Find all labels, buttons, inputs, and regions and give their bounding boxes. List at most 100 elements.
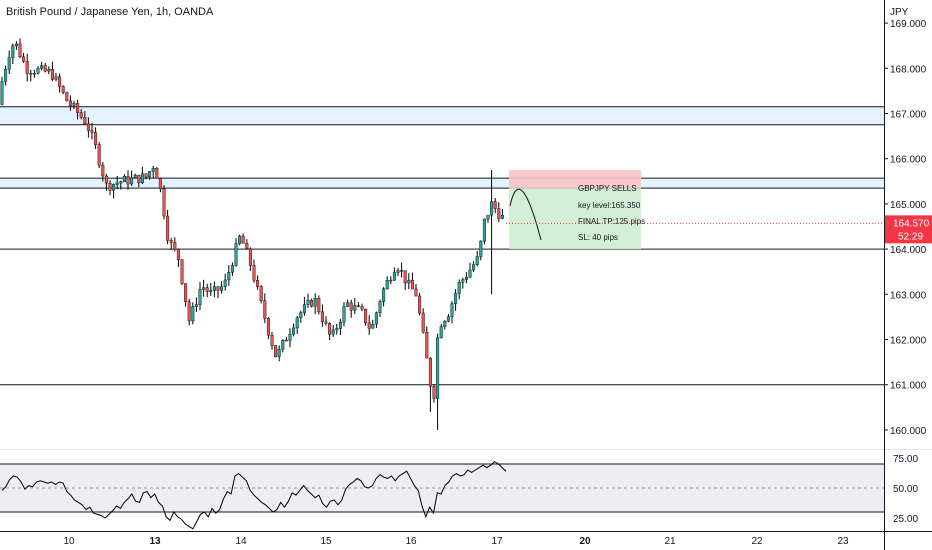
candle-76 xyxy=(274,345,278,358)
current-price-value: 164.570 xyxy=(893,218,930,229)
candle-body xyxy=(108,182,112,191)
candle-body xyxy=(65,92,69,102)
candle-body xyxy=(392,272,396,281)
candle-body xyxy=(461,279,465,283)
candle-16 xyxy=(58,73,62,93)
candle-63 xyxy=(227,265,231,286)
time-tick-0: 10 xyxy=(63,536,75,547)
candle-body xyxy=(68,100,72,106)
candle-body xyxy=(493,201,497,209)
candle-body xyxy=(407,279,411,284)
time-tick-7: 21 xyxy=(664,536,676,547)
candle-64 xyxy=(230,262,234,277)
candle-32 xyxy=(115,175,119,190)
candle-97 xyxy=(349,299,353,318)
candle-106 xyxy=(382,287,386,307)
candle-48 xyxy=(173,237,177,252)
candle-115 xyxy=(414,283,418,297)
candle-37 xyxy=(133,173,137,178)
price-tick-9: 160.000 xyxy=(890,426,927,437)
candle-body xyxy=(436,337,440,399)
candle-52 xyxy=(187,298,191,326)
candle-body xyxy=(166,215,170,241)
candle-15 xyxy=(54,72,58,82)
candle-18 xyxy=(65,91,69,102)
candle-body xyxy=(256,280,260,287)
rsi-tick-0: 75.00 xyxy=(893,454,918,465)
candle-72 xyxy=(259,285,263,304)
candle-35 xyxy=(126,170,130,190)
candle-137 xyxy=(493,197,497,214)
candle-body xyxy=(0,81,4,105)
candle-body xyxy=(216,286,220,291)
candle-body xyxy=(43,65,47,72)
candle-body xyxy=(439,326,443,339)
candle-68 xyxy=(245,239,249,250)
candle-77 xyxy=(277,345,281,362)
candle-114 xyxy=(410,272,414,290)
candle-body xyxy=(443,321,447,327)
candle-body xyxy=(7,57,11,70)
candle-body xyxy=(241,235,245,244)
candle-3 xyxy=(11,43,15,65)
candle-body xyxy=(18,43,22,58)
candle-87 xyxy=(313,293,317,315)
candle-19 xyxy=(68,95,72,111)
candle-body xyxy=(4,69,8,82)
candle-81 xyxy=(292,323,296,337)
candle-body xyxy=(428,357,432,387)
candle-body xyxy=(317,298,321,313)
candle-126 xyxy=(454,289,458,311)
candle-135 xyxy=(486,214,490,223)
candle-body xyxy=(202,287,206,290)
candle-body xyxy=(140,173,144,184)
candle-body xyxy=(324,321,328,324)
candle-body xyxy=(11,45,15,58)
candle-120 xyxy=(432,384,436,403)
candle-body xyxy=(421,312,425,333)
candle-22 xyxy=(79,109,83,120)
candle-92 xyxy=(331,324,335,337)
candle-body xyxy=(356,305,360,307)
candle-body xyxy=(220,286,224,291)
time-tick-2: 14 xyxy=(235,536,247,547)
candle-30 xyxy=(108,180,112,196)
price-tick-6: 163.000 xyxy=(890,290,927,301)
candle-62 xyxy=(223,273,227,291)
candle-7 xyxy=(25,53,29,82)
currency-label: JPY xyxy=(890,7,909,18)
candle-11 xyxy=(40,61,44,71)
candle-14 xyxy=(50,61,54,82)
candle-body xyxy=(454,293,458,304)
candle-121 xyxy=(436,333,440,430)
candle-body xyxy=(187,301,191,322)
candle-body xyxy=(158,177,162,190)
candle-body xyxy=(274,345,278,357)
candle-34 xyxy=(122,174,126,183)
candle-body xyxy=(176,248,180,260)
candle-78 xyxy=(281,339,285,353)
candle-body xyxy=(223,279,227,287)
candle-70 xyxy=(252,259,256,283)
candle-86 xyxy=(310,298,314,308)
candle-40 xyxy=(144,173,148,180)
time-tick-6: 20 xyxy=(579,536,591,547)
candle-body xyxy=(184,283,188,302)
candle-body xyxy=(328,323,332,335)
position-note-2: FINAL TP:125 pips xyxy=(578,217,645,226)
candle-59 xyxy=(212,281,216,298)
candle-65 xyxy=(234,238,238,267)
candle-body xyxy=(14,43,18,46)
candle-body xyxy=(148,171,152,178)
candle-136 xyxy=(490,169,494,295)
candle-body xyxy=(400,270,404,272)
candle-body xyxy=(54,76,58,80)
candle-body xyxy=(396,270,400,273)
candle-94 xyxy=(338,318,342,336)
price-tick-5: 164.000 xyxy=(890,245,927,256)
candle-body xyxy=(349,302,353,311)
candle-66 xyxy=(238,234,242,246)
candle-body xyxy=(367,322,371,329)
candle-41 xyxy=(148,170,152,180)
